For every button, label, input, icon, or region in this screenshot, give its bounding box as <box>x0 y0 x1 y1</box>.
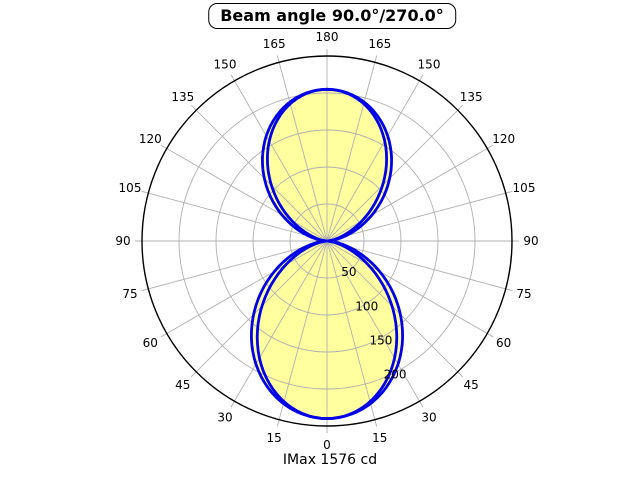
grid-spoke-210 <box>326 74 424 242</box>
grid-spoke-330 <box>326 240 424 408</box>
angle-tick-label-45: 45 <box>175 378 190 392</box>
angle-tick-label-210: 150 <box>418 57 441 71</box>
grid-spoke-315 <box>326 240 464 378</box>
angle-tick-label-195: 165 <box>368 37 391 51</box>
angle-tick-label-90: 90 <box>115 234 130 248</box>
grid-spoke-195 <box>326 55 378 242</box>
angle-tick-label-285: 75 <box>516 287 531 301</box>
angle-tick-label-75: 75 <box>122 287 137 301</box>
angle-tick-label-60: 60 <box>143 336 158 350</box>
angle-tick-labels: 0 15 30 45 60 75 90 105 120 135 150 165 180 165 150 135… <box>115 30 538 452</box>
angle-tick-label-345: 15 <box>372 431 387 445</box>
angle-tick-label-15: 15 <box>267 431 282 445</box>
intensity-curves <box>250 87 404 420</box>
grid-spoke-75 <box>141 240 328 292</box>
grid-spoke-345 <box>326 240 378 427</box>
angle-tick-label-255: 105 <box>513 181 536 195</box>
angle-tick-label-330: 30 <box>421 411 436 425</box>
grid-spoke-285 <box>326 240 513 292</box>
intensity-curve-inner <box>255 87 399 420</box>
grid-spoke-105 <box>141 190 328 242</box>
polar-grid <box>135 49 519 433</box>
angle-tick-label-315: 45 <box>464 378 479 392</box>
angle-tick-label-30: 30 <box>217 411 232 425</box>
grid-spoke-300 <box>326 240 494 338</box>
grid-spoke-120 <box>160 144 328 242</box>
angle-tick-label-135: 135 <box>171 90 194 104</box>
grid-spoke-30 <box>230 240 328 408</box>
grid-spoke-60 <box>160 240 328 338</box>
grid-spoke-15 <box>276 240 328 427</box>
angle-tick-label-240: 120 <box>492 132 515 146</box>
radial-tick-labels: 50 100 150 200 <box>341 265 406 382</box>
angle-tick-label-0: 0 <box>323 438 331 452</box>
grid-spoke-45 <box>190 240 328 378</box>
radial-tick-label-100: 100 <box>355 299 378 313</box>
grid-spoke-225 <box>326 104 464 242</box>
outer-circle <box>141 55 513 427</box>
grid-spoke-150 <box>230 74 328 242</box>
angle-tick-label-105: 105 <box>119 181 142 195</box>
chart-title: Beam angle 90.0°/270.0° <box>208 3 456 29</box>
angle-tick-label-225: 135 <box>460 90 483 104</box>
grid-spoke-165 <box>276 55 328 242</box>
grid-spoke-255 <box>326 190 513 242</box>
radial-tick-label-150: 150 <box>370 334 393 348</box>
imax-label: IMax 1576 cd <box>282 452 378 468</box>
angle-tick-label-165: 165 <box>263 37 286 51</box>
angle-tick-label-300: 60 <box>496 336 511 350</box>
angle-tick-label-120: 120 <box>139 132 162 146</box>
grid-spoke-135 <box>190 104 328 242</box>
grid-spoke-240 <box>326 144 494 242</box>
radial-tick-label-50: 50 <box>341 265 356 279</box>
radial-tick-label-200: 200 <box>384 368 407 382</box>
angle-tick-label-270: 90 <box>523 234 538 248</box>
angle-tick-label-180: 180 <box>316 30 339 44</box>
angle-tick-label-150: 150 <box>214 57 237 71</box>
